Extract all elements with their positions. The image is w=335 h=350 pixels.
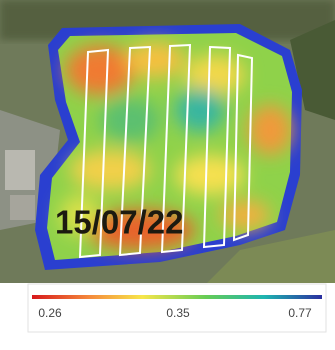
legend-label: 0.35	[166, 306, 190, 320]
map-view: 15/07/22 0.26 0.35 0.77	[0, 0, 335, 345]
legend: 0.26 0.35 0.77	[0, 283, 335, 345]
legend-label: 0.77	[288, 306, 312, 320]
page: 15/07/22 0.26 0.35 0.77 (() => { const d…	[0, 0, 335, 345]
legend-label: 0.26	[38, 306, 62, 320]
date-label: 15/07/22	[55, 204, 183, 241]
color-bar	[32, 295, 322, 299]
